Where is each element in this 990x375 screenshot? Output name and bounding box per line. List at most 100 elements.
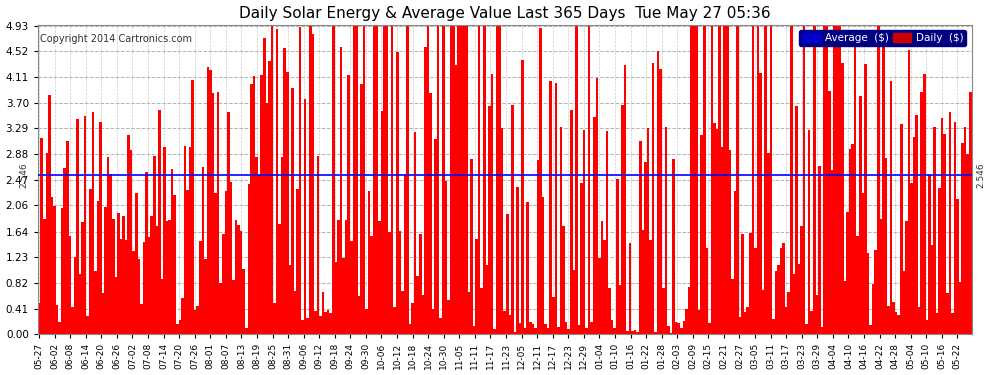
- Bar: [672, 159, 675, 334]
- Bar: [611, 320, 614, 334]
- Bar: [401, 291, 404, 334]
- Bar: [158, 110, 160, 334]
- Bar: [585, 328, 588, 334]
- Bar: [690, 26, 693, 334]
- Bar: [270, 26, 273, 334]
- Bar: [535, 328, 537, 334]
- Bar: [299, 27, 301, 334]
- Bar: [225, 190, 227, 334]
- Bar: [537, 160, 540, 334]
- Bar: [764, 26, 767, 334]
- Bar: [593, 117, 596, 334]
- Bar: [81, 222, 84, 334]
- Bar: [301, 320, 304, 334]
- Bar: [948, 112, 951, 334]
- Bar: [667, 326, 669, 334]
- Bar: [55, 305, 58, 334]
- Bar: [86, 316, 89, 334]
- Bar: [734, 192, 737, 334]
- Bar: [782, 243, 785, 334]
- Bar: [454, 65, 457, 334]
- Bar: [931, 245, 934, 334]
- Bar: [559, 127, 562, 334]
- Bar: [227, 111, 230, 334]
- Bar: [383, 26, 386, 334]
- Bar: [146, 172, 148, 334]
- Bar: [798, 264, 800, 334]
- Bar: [824, 26, 826, 334]
- Bar: [621, 105, 624, 334]
- Bar: [365, 309, 368, 334]
- Bar: [485, 265, 488, 334]
- Bar: [260, 75, 263, 334]
- Bar: [869, 325, 872, 334]
- Bar: [41, 138, 43, 334]
- Bar: [900, 124, 903, 334]
- Bar: [923, 74, 926, 334]
- Bar: [616, 179, 619, 334]
- Bar: [312, 33, 314, 334]
- Bar: [644, 162, 646, 334]
- Bar: [207, 66, 209, 334]
- Bar: [774, 271, 777, 334]
- Bar: [233, 279, 235, 334]
- Bar: [742, 234, 743, 334]
- Title: Daily Solar Energy & Average Value Last 365 Days  Tue May 27 05:36: Daily Solar Energy & Average Value Last …: [239, 6, 770, 21]
- Bar: [910, 183, 913, 334]
- Bar: [590, 322, 593, 334]
- Bar: [355, 26, 357, 334]
- Bar: [588, 26, 590, 334]
- Bar: [102, 292, 104, 334]
- Bar: [956, 199, 959, 334]
- Bar: [120, 239, 122, 334]
- Bar: [854, 36, 856, 334]
- Bar: [851, 144, 854, 334]
- Bar: [294, 291, 296, 334]
- Bar: [800, 226, 803, 334]
- Bar: [639, 141, 642, 334]
- Bar: [711, 26, 713, 334]
- Legend: Average  ($), Daily  ($): Average ($), Daily ($): [799, 30, 966, 46]
- Bar: [135, 193, 138, 334]
- Bar: [680, 328, 682, 334]
- Bar: [335, 261, 338, 334]
- Bar: [338, 220, 340, 334]
- Bar: [375, 26, 378, 334]
- Bar: [504, 311, 506, 334]
- Bar: [68, 236, 71, 334]
- Bar: [846, 212, 848, 334]
- Bar: [522, 60, 524, 334]
- Bar: [780, 248, 782, 334]
- Bar: [719, 26, 721, 334]
- Bar: [414, 132, 417, 334]
- Bar: [349, 241, 352, 334]
- Bar: [276, 29, 278, 334]
- Bar: [460, 26, 462, 334]
- Bar: [969, 92, 971, 334]
- Bar: [716, 129, 719, 334]
- Bar: [178, 320, 181, 334]
- Bar: [940, 118, 943, 334]
- Bar: [443, 26, 445, 334]
- Bar: [53, 206, 55, 334]
- Bar: [252, 76, 255, 334]
- Bar: [155, 226, 158, 334]
- Bar: [362, 26, 365, 334]
- Bar: [675, 322, 677, 334]
- Bar: [552, 297, 554, 334]
- Bar: [549, 81, 552, 334]
- Bar: [874, 250, 877, 334]
- Bar: [729, 150, 732, 334]
- Bar: [409, 324, 411, 334]
- Bar: [176, 324, 178, 334]
- Bar: [542, 197, 545, 334]
- Bar: [818, 166, 821, 334]
- Bar: [452, 26, 454, 334]
- Bar: [107, 157, 110, 334]
- Bar: [737, 26, 739, 334]
- Bar: [654, 332, 657, 334]
- Bar: [343, 258, 345, 334]
- Bar: [273, 303, 276, 334]
- Bar: [790, 26, 793, 334]
- Bar: [435, 139, 437, 334]
